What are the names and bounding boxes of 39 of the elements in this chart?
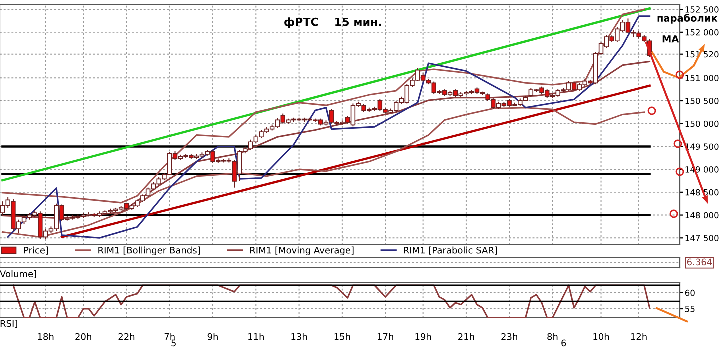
line-series: [2, 60, 651, 220]
line-series: [2, 107, 646, 238]
x-tick-label: 17h: [378, 333, 394, 340]
y-tick-label: 152 500: [686, 6, 719, 13]
legend-label: RIM1 [Parabolic SAR]: [404, 246, 498, 255]
text: 5: [172, 340, 176, 347]
y-tick-label: 60: [685, 290, 695, 296]
text: Volume]: [0, 270, 36, 279]
x-tick-label: 15h: [334, 333, 350, 340]
line-series: [7, 16, 651, 239]
text: MA: [662, 36, 680, 43]
x-tick-label: 13h: [292, 333, 308, 340]
y-tick-label: 150 000: [686, 120, 719, 128]
text: 6.364: [687, 258, 712, 266]
y-tick-label: 152 000: [686, 29, 719, 36]
legend-label: RIM1 [Moving Average]: [250, 246, 354, 256]
text: фРТС 15 мин.: [284, 18, 382, 28]
y-tick-label: 147 500: [686, 235, 719, 242]
x-tick-label: 19h: [416, 333, 432, 340]
x-tick-label: 21h: [458, 333, 474, 340]
x-tick-label: 12h: [631, 333, 647, 340]
text: RSI]: [0, 320, 18, 328]
legend-label: RIM1 [Bollinger Bands]: [98, 246, 200, 256]
x-tick-label: 23h: [502, 333, 518, 340]
x-tick-label: 8h: [548, 333, 558, 340]
x-tick-label: 20h: [76, 333, 92, 340]
x-tick-label: 10h: [594, 333, 610, 340]
y-tick-label: 148 500: [686, 189, 719, 196]
x-tick-label: 22h: [118, 333, 135, 340]
y-tick-label: 150 500: [686, 98, 719, 104]
legend-label: Price]: [24, 246, 48, 255]
y-tick-label: 55: [686, 306, 695, 312]
text: 6: [562, 340, 566, 347]
x-tick-label: 9h: [208, 333, 218, 340]
y-tick-label: 148 000: [686, 212, 719, 219]
x-tick-label: 18h: [38, 333, 54, 340]
x-tick-label: 11h: [248, 333, 264, 340]
y-tick-label: 151 000: [686, 75, 719, 82]
x-tick-label: 7h: [164, 333, 175, 340]
